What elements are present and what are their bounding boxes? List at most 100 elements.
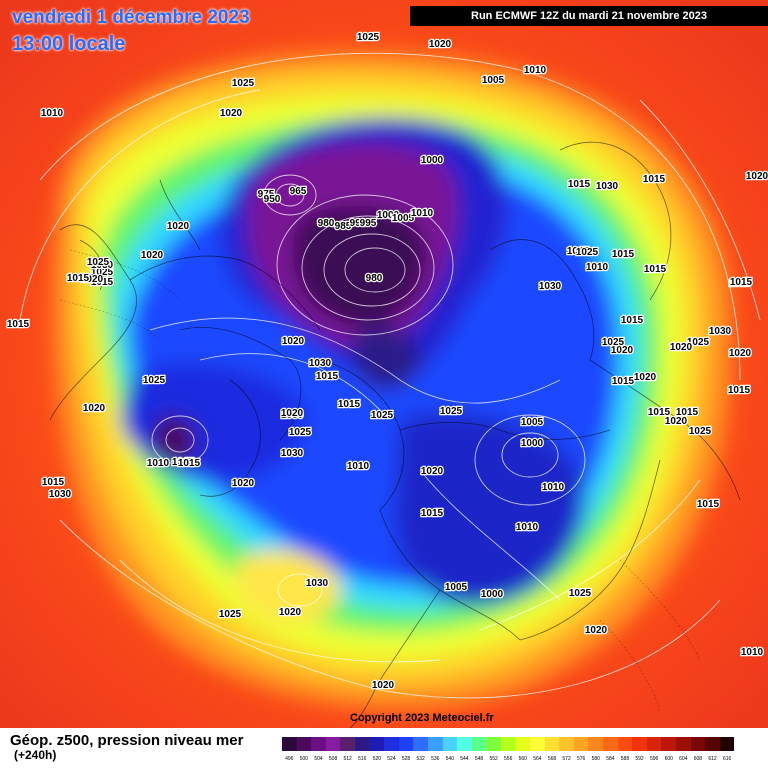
scale-swatch: [617, 737, 633, 751]
scale-tick-label: 572: [562, 756, 571, 762]
scale-tick-label: 516: [358, 756, 367, 762]
scale-swatch: [588, 737, 604, 751]
isobar-label: 1025: [689, 426, 712, 437]
scale-swatch: [573, 737, 589, 751]
borders: [59, 249, 701, 711]
scale-tick-label: 512: [343, 756, 352, 762]
isobar-label: 1025: [440, 406, 463, 417]
forecast-time: 13:00 locale: [12, 33, 126, 55]
scale-swatch: [442, 737, 458, 751]
isobar-label: 1015: [697, 499, 720, 510]
isobar-label: 1030: [49, 489, 72, 500]
isobar-label: 975: [258, 189, 275, 200]
scale-tick-label: 568: [547, 756, 557, 762]
isobar-label: 1030: [306, 578, 329, 589]
isobar-label: 1015: [91, 277, 114, 288]
scale-tick-label: 584: [606, 756, 615, 762]
scale-tick-label: 544: [460, 756, 469, 762]
scale-tick-label: 524: [387, 756, 396, 762]
isobar-labels: 1025102010051010101010251020101510001030…: [6, 31, 768, 693]
isobar-label: 995: [360, 218, 377, 229]
isobar-label: 1015: [67, 273, 90, 284]
scale-tick-label: 548: [474, 756, 484, 762]
isobar-label: 990: [350, 218, 367, 229]
isobar-label: 965: [290, 186, 307, 197]
scale-swatch: [676, 737, 691, 751]
isobar-label: 1025: [569, 588, 592, 599]
scale-swatch: [296, 737, 312, 751]
scale-swatch: [705, 737, 720, 751]
scale-tick-label: 600: [664, 756, 673, 762]
scale-swatch: [427, 737, 443, 751]
isobar-label: 1020: [746, 171, 768, 182]
isobar-label: 1020: [421, 466, 444, 477]
isobar-label: 1010: [411, 208, 434, 219]
isobar-label: 1010: [147, 458, 170, 469]
legend-subtitle: (+240h): [14, 748, 57, 762]
isobar-label: 1015: [338, 399, 361, 410]
isobar-label: 1030: [596, 181, 619, 192]
isobar-label: 1030: [709, 326, 732, 337]
isobar-label: 1015: [728, 385, 751, 396]
scale-swatch: [457, 737, 472, 751]
isobar-label: 1025: [687, 337, 710, 348]
isobar-label: 1015: [676, 407, 699, 418]
scale-tick-label: 560: [518, 756, 527, 762]
isobar-label: 1010: [347, 461, 370, 472]
scale-swatch: [311, 737, 326, 751]
scale-swatch: [719, 737, 735, 751]
scale-tick-label: 564: [533, 756, 542, 762]
scale-tick-label: 520: [372, 756, 382, 762]
isobar-label: 1010: [41, 108, 64, 119]
isobar-label: 1020: [232, 478, 255, 489]
isobar-label: 1025: [289, 427, 312, 438]
band-darkpurple-west: [153, 416, 195, 464]
scale-swatch: [486, 737, 501, 751]
isobar-label: 1015: [42, 477, 65, 488]
scale-swatch: [471, 737, 487, 751]
isobar-label: 1000: [421, 155, 444, 166]
isobar-label: 1025: [219, 609, 242, 620]
scale-tick-label: 596: [649, 756, 659, 762]
isobar-label: 1010: [741, 647, 764, 658]
isobar-label: 1000: [481, 589, 504, 600]
isobar-label: 1020: [83, 403, 106, 414]
isobar-label: 1020: [429, 39, 452, 50]
scale-swatch: [661, 737, 677, 751]
isobars: [19, 52, 761, 699]
isobar-label: 1005: [521, 417, 544, 428]
scale-tick-label: 508: [328, 756, 338, 762]
scale-swatch: [559, 737, 574, 751]
scale-swatch: [340, 737, 355, 751]
copyright-text: Copyright 2023 Meteociel.fr: [350, 712, 494, 724]
isobar-label: 1020: [282, 336, 305, 347]
forecast-date: vendredi 1 décembre 2023: [12, 7, 250, 28]
isobar-label: 1005: [392, 213, 415, 224]
isobar-label: 1015: [567, 246, 590, 257]
scale-swatch: [646, 737, 662, 751]
scale-tick-label: 536: [431, 756, 440, 762]
band-darkpurple: [293, 206, 426, 326]
isobar-label: 980: [366, 273, 383, 284]
isobar-label: 1005: [445, 582, 468, 593]
band-indigo: [351, 326, 420, 389]
isobar-label: 1020: [670, 342, 693, 353]
isobar-label: 1025: [143, 375, 166, 386]
scale-tick-label: 604: [679, 756, 688, 762]
isobar-label: 1010: [542, 482, 565, 493]
isobar-label: 1020: [220, 108, 243, 119]
scale-tick-label: 592: [635, 756, 644, 762]
scale-tick-label: 612: [708, 756, 717, 762]
scale-swatch: [690, 737, 706, 751]
isobar-label: 950: [264, 194, 281, 205]
weather-map: 1025 1020 1005 1010 1010 1025 1020 1015 1000 1030…: [0, 0, 768, 728]
isobar-label: 1015: [421, 508, 444, 519]
isobar-label: 1020: [141, 250, 164, 261]
isobar-label: 1020: [665, 416, 688, 427]
legend-footer: Géop. z500, pression niveau mer (+240h) …: [0, 728, 768, 768]
color-scale: [282, 737, 735, 751]
isobar-label: 1015: [730, 277, 753, 288]
isobar-label: 980: [318, 218, 335, 229]
isobar-label: 1020: [81, 274, 104, 285]
scale-swatch: [325, 737, 341, 751]
